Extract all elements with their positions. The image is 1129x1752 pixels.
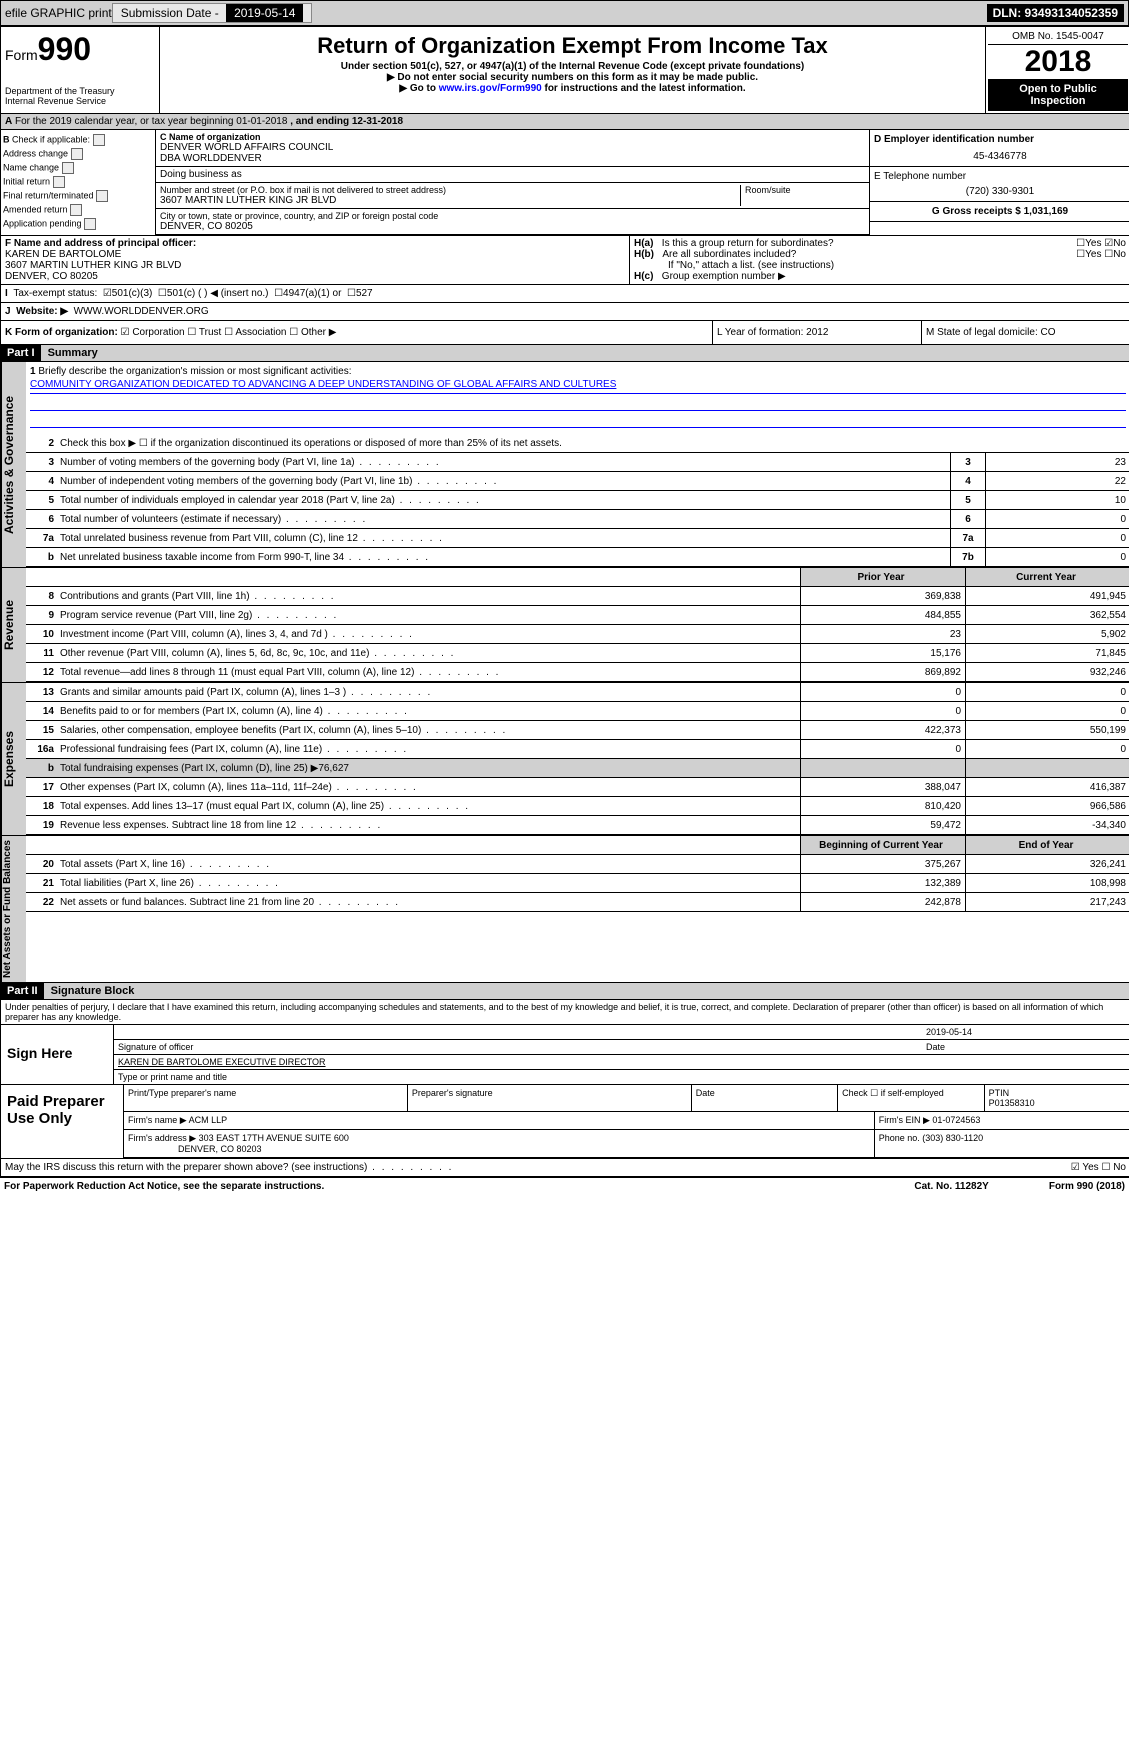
tab-revenue: Revenue — [1, 568, 26, 682]
line-13: 13Grants and similar amounts paid (Part … — [26, 683, 1129, 702]
part-1-header: Part I Summary — [1, 345, 1129, 362]
line-18: 18Total expenses. Add lines 13–17 (must … — [26, 797, 1129, 816]
line-11: 11Other revenue (Part VIII, column (A), … — [26, 644, 1129, 663]
section-b: B Check if applicable: Address change Na… — [1, 130, 156, 235]
line-10: 10Investment income (Part VIII, column (… — [26, 625, 1129, 644]
form-title: Return of Organization Exempt From Incom… — [160, 27, 985, 113]
tab-net-assets: Net Assets or Fund Balances — [1, 836, 26, 982]
section-h: H(a) Is this a group return for subordin… — [630, 236, 1129, 284]
col-header-1: Prior YearCurrent Year — [26, 568, 1129, 587]
line-20: 20Total assets (Part X, line 16)375,2673… — [26, 855, 1129, 874]
row-m: M State of legal domicile: CO — [922, 321, 1129, 344]
line-2: 2Check this box ▶ ☐ if the organization … — [26, 434, 1129, 453]
line-22: 22Net assets or fund balances. Subtract … — [26, 893, 1129, 912]
line-14: 14Benefits paid to or for members (Part … — [26, 702, 1129, 721]
row-l: L Year of formation: 2012 — [713, 321, 922, 344]
sign-here: Sign Here 2019-05-14 Signature of office… — [1, 1024, 1129, 1084]
line-4: 4Number of independent voting members of… — [26, 472, 1129, 491]
col-header-2: Beginning of Current YearEnd of Year — [26, 836, 1129, 855]
line-3: 3Number of voting members of the governi… — [26, 453, 1129, 472]
section-deg: D Employer identification number45-43467… — [869, 130, 1129, 235]
efile-label: efile GRAPHIC print — [5, 6, 112, 20]
paid-preparer: Paid Preparer Use Only Print/Type prepar… — [1, 1084, 1129, 1159]
line-1: 1 Briefly describe the organization's mi… — [26, 362, 1129, 434]
irs-link[interactable]: www.irs.gov/Form990 — [439, 83, 542, 94]
row-i: I Tax-exempt status: ☑ 501(c)(3) ☐ 501(c… — [1, 285, 1129, 303]
row-a: A For the 2019 calendar year, or tax yea… — [1, 114, 1129, 130]
row-k: K Form of organization: ☑ Corporation ☐ … — [1, 321, 713, 344]
line-6: 6Total number of volunteers (estimate if… — [26, 510, 1129, 529]
line-b: bTotal fundraising expenses (Part IX, co… — [26, 759, 1129, 778]
form-990: Form990 Department of the Treasury Inter… — [0, 26, 1129, 1178]
section-c: C Name of organizationDENVER WORLD AFFAI… — [156, 130, 869, 235]
line-19: 19Revenue less expenses. Subtract line 1… — [26, 816, 1129, 835]
line-b: bNet unrelated business taxable income f… — [26, 548, 1129, 567]
form-id: Form990 Department of the Treasury Inter… — [1, 27, 160, 113]
line-21: 21Total liabilities (Part X, line 26)132… — [26, 874, 1129, 893]
line-5: 5Total number of individuals employed in… — [26, 491, 1129, 510]
dln: DLN: 93493134052359 — [987, 4, 1124, 22]
section-f: F Name and address of principal officer:… — [1, 236, 630, 284]
may-discuss: May the IRS discuss this return with the… — [1, 1159, 1129, 1177]
submission-label: Submission Date - 2019-05-14 — [112, 3, 313, 23]
line-17: 17Other expenses (Part IX, column (A), l… — [26, 778, 1129, 797]
line-7a: 7aTotal unrelated business revenue from … — [26, 529, 1129, 548]
top-bar: efile GRAPHIC print Submission Date - 20… — [0, 0, 1129, 26]
perjury-text: Under penalties of perjury, I declare th… — [1, 1000, 1129, 1024]
line-12: 12Total revenue—add lines 8 through 11 (… — [26, 663, 1129, 682]
line-8: 8Contributions and grants (Part VIII, li… — [26, 587, 1129, 606]
row-j: J Website: ▶ WWW.WORLDDENVER.ORG — [1, 303, 1129, 321]
line-9: 9Program service revenue (Part VIII, lin… — [26, 606, 1129, 625]
tab-expenses: Expenses — [1, 683, 26, 835]
tab-governance: Activities & Governance — [1, 362, 26, 567]
line-16a: 16aProfessional fundraising fees (Part I… — [26, 740, 1129, 759]
line-15: 15Salaries, other compensation, employee… — [26, 721, 1129, 740]
form-year: OMB No. 1545-0047 2018 Open to Public In… — [985, 27, 1129, 113]
part-2-header: Part II Signature Block — [1, 983, 1129, 1000]
footer: For Paperwork Reduction Act Notice, see … — [0, 1178, 1129, 1195]
